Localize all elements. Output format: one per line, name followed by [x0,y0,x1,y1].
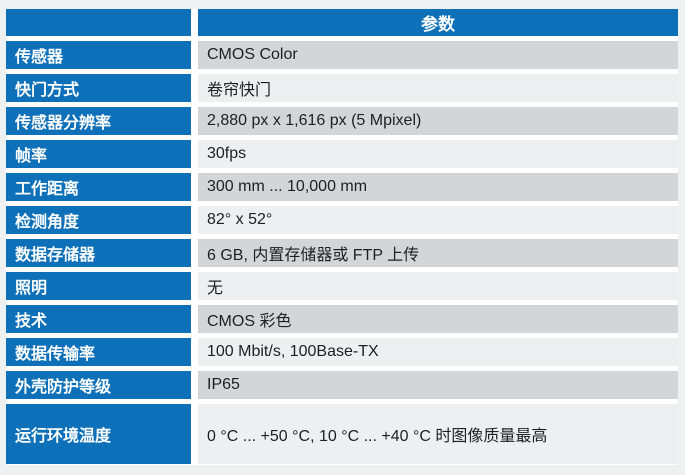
row-label: 传感器分辨率 [6,107,191,135]
row-value: CMOS 彩色 [198,305,678,333]
table-row: 快门方式 卷帘快门 [6,74,678,102]
spec-table-body: 传感器 CMOS Color 快门方式 卷帘快门 传感器分辨率 2,880 px… [6,41,678,464]
table-row: 照明 无 [6,272,678,300]
row-label: 照明 [6,272,191,300]
row-value: CMOS Color [198,41,678,69]
row-label: 快门方式 [6,74,191,102]
table-row: 传感器分辨率 2,880 px x 1,616 px (5 Mpixel) [6,107,678,135]
table-row: 帧率 30fps [6,140,678,168]
table-header-row: 参数 [6,9,678,36]
row-label: 帧率 [6,140,191,168]
row-value: 6 GB, 内置存储器或 FTP 上传 [198,239,678,267]
row-label: 传感器 [6,41,191,69]
table-row: 检测角度 82° x 52° [6,206,678,234]
table-row: 数据存储器 6 GB, 内置存储器或 FTP 上传 [6,239,678,267]
header-param-cell: 参数 [198,9,678,36]
table-row: 技术 CMOS 彩色 [6,305,678,333]
table-row: 工作距离 300 mm ... 10,000 mm [6,173,678,201]
row-label: 数据传输率 [6,338,191,366]
table-row: 运行环境温度 0 °C ... +50 °C, 10 °C ... +40 °C… [6,404,678,464]
row-value: 卷帘快门 [198,74,678,102]
row-value: 100 Mbit/s, 100Base-TX [198,338,678,366]
row-label: 工作距离 [6,173,191,201]
row-value: 30fps [198,140,678,168]
table-row: 外壳防护等级 IP65 [6,371,678,399]
table-row: 数据传输率 100 Mbit/s, 100Base-TX [6,338,678,366]
header-left-cell [6,9,191,36]
row-value: 82° x 52° [198,206,678,234]
table-row: 传感器 CMOS Color [6,41,678,69]
row-label: 技术 [6,305,191,333]
spec-table: 参数 传感器 CMOS Color 快门方式 卷帘快门 传感器分辨率 2,880… [6,9,678,465]
row-label: 检测角度 [6,206,191,234]
row-label: 外壳防护等级 [6,371,191,399]
row-value: 2,880 px x 1,616 px (5 Mpixel) [198,107,678,135]
row-value: 300 mm ... 10,000 mm [198,173,678,201]
row-value: IP65 [198,371,678,399]
row-value: 0 °C ... +50 °C, 10 °C ... +40 °C 时图像质量最… [198,404,678,464]
row-label: 数据存储器 [6,239,191,267]
row-value: 无 [198,272,678,300]
row-label: 运行环境温度 [6,404,191,464]
